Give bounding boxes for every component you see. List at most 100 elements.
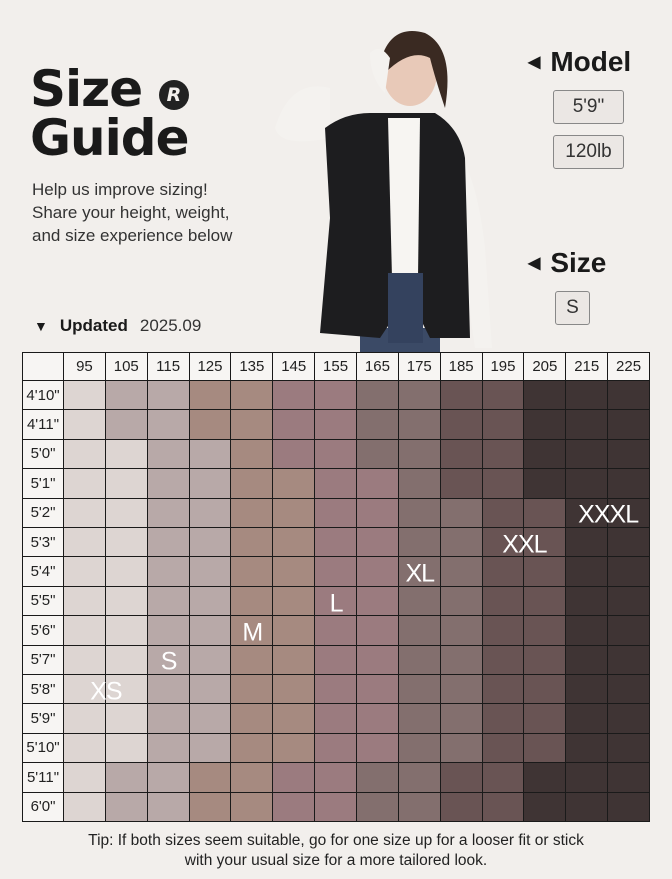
size-cell-m [231, 704, 274, 734]
model-heading-text: Model [550, 46, 632, 77]
size-cell-s [189, 498, 232, 528]
size-cell-s [147, 645, 190, 675]
model-heading: ◀ Model [528, 46, 631, 78]
height-header-cell: 5'10" [22, 733, 64, 764]
size-cell-xxxl [566, 675, 609, 705]
size-cell-m [231, 792, 274, 822]
size-cell-xxl [482, 733, 525, 764]
size-cell-xxxl [608, 763, 650, 793]
triangle-down-icon: ▼ [34, 318, 48, 334]
size-cell-s [189, 704, 232, 734]
size-cell-m [231, 616, 274, 646]
size-cell-xs [105, 528, 148, 558]
size-cell-xxxl [608, 733, 650, 764]
size-cell-m [189, 381, 232, 411]
size-cell-xxl [524, 557, 567, 587]
size-cell-xl [398, 381, 441, 411]
size-cell-l [357, 616, 399, 646]
size-cell-l [315, 675, 357, 705]
size-cell-s [147, 498, 190, 528]
size-cell-xs [105, 675, 148, 705]
weight-header-cell: 225 [608, 352, 650, 381]
size-cell-xxxl [566, 439, 609, 470]
size-cell-xs [64, 586, 106, 617]
size-cell-xxxl [566, 528, 609, 558]
size-cell-xl [398, 557, 441, 587]
updated-date: 2025.09 [139, 316, 202, 335]
size-cell-s [147, 469, 190, 499]
size-cell-xs [64, 616, 106, 646]
size-cell-m [231, 763, 274, 793]
height-header-cell: 4'11" [22, 410, 64, 440]
size-cell-xl [357, 763, 399, 793]
weight-header-cell: 155 [315, 352, 357, 381]
size-cell-xxl [440, 410, 483, 440]
height-header-cell: 6'0" [22, 792, 64, 822]
size-cell-m [273, 704, 316, 734]
size-cell-xxl [524, 586, 567, 617]
size-cell-s [147, 763, 190, 793]
size-cell-xl [357, 792, 399, 822]
size-cell-l [315, 410, 357, 440]
size-cell-m [189, 792, 232, 822]
size-cell-xs [105, 439, 148, 470]
brand-logo-icon: R [159, 80, 189, 110]
updated-label: Updated [59, 316, 128, 335]
size-cell-xl [398, 616, 441, 646]
size-cell-xl [440, 498, 483, 528]
size-cell-xs [64, 439, 106, 470]
size-cell-xxxl [608, 498, 650, 528]
size-cell-m [231, 557, 274, 587]
size-cell-s [147, 733, 190, 764]
size-cell-l [315, 498, 357, 528]
size-cell-m [231, 469, 274, 499]
title-size: Size [30, 60, 143, 118]
size-cell-xs [64, 792, 106, 822]
size-cell-xxxl [566, 586, 609, 617]
size-cell-xxl [482, 792, 525, 822]
size-cell-xxxl [608, 586, 650, 617]
size-cell-xs [64, 498, 106, 528]
weight-header-cell: 115 [147, 352, 190, 381]
size-cell-l [315, 645, 357, 675]
size-cell-xl [398, 439, 441, 470]
size-label-l: L [329, 589, 344, 617]
size-cell-xxxl [524, 763, 567, 793]
size-cell-xxl [440, 763, 483, 793]
size-cell-xxl [440, 469, 483, 499]
size-cell-xxxl [524, 439, 567, 470]
size-cell-xxl [524, 616, 567, 646]
size-cell-xxxl [608, 469, 650, 499]
size-cell-xs [64, 704, 106, 734]
size-cell-m [273, 498, 316, 528]
size-cell-s [147, 586, 190, 617]
size-cell-xxxl [566, 557, 609, 587]
size-cell-s [147, 616, 190, 646]
weight-header-cell: 205 [524, 352, 567, 381]
size-cell-m [231, 439, 274, 470]
size-cell-xxxl [608, 557, 650, 587]
model-weight-chip: 120lb [553, 135, 624, 169]
size-cell-xs [105, 498, 148, 528]
size-cell-xl [440, 645, 483, 675]
size-cell-l [315, 704, 357, 734]
triangle-left-icon: ◀ [528, 255, 541, 272]
size-cell-s [105, 381, 148, 411]
size-cell-xl [398, 410, 441, 440]
title-guide: Guide [30, 109, 189, 167]
height-header-cell: 5'0" [22, 439, 64, 470]
size-cell-xl [357, 410, 399, 440]
size-cell-xl [440, 616, 483, 646]
size-cell-xxxl [608, 410, 650, 440]
size-cell-s [189, 733, 232, 764]
size-cell-xl [440, 733, 483, 764]
size-cell-l [357, 586, 399, 617]
size-cell-xl [398, 733, 441, 764]
size-cell-xxxl [524, 469, 567, 499]
size-cell-l [357, 733, 399, 764]
updated-row: ▼ Updated 2025.09 [34, 316, 201, 336]
size-cell-s [147, 528, 190, 558]
tip-line: Tip: If both sizes seem suitable, go for… [88, 832, 584, 849]
size-cell-s [105, 410, 148, 440]
size-cell-xs [64, 381, 106, 411]
